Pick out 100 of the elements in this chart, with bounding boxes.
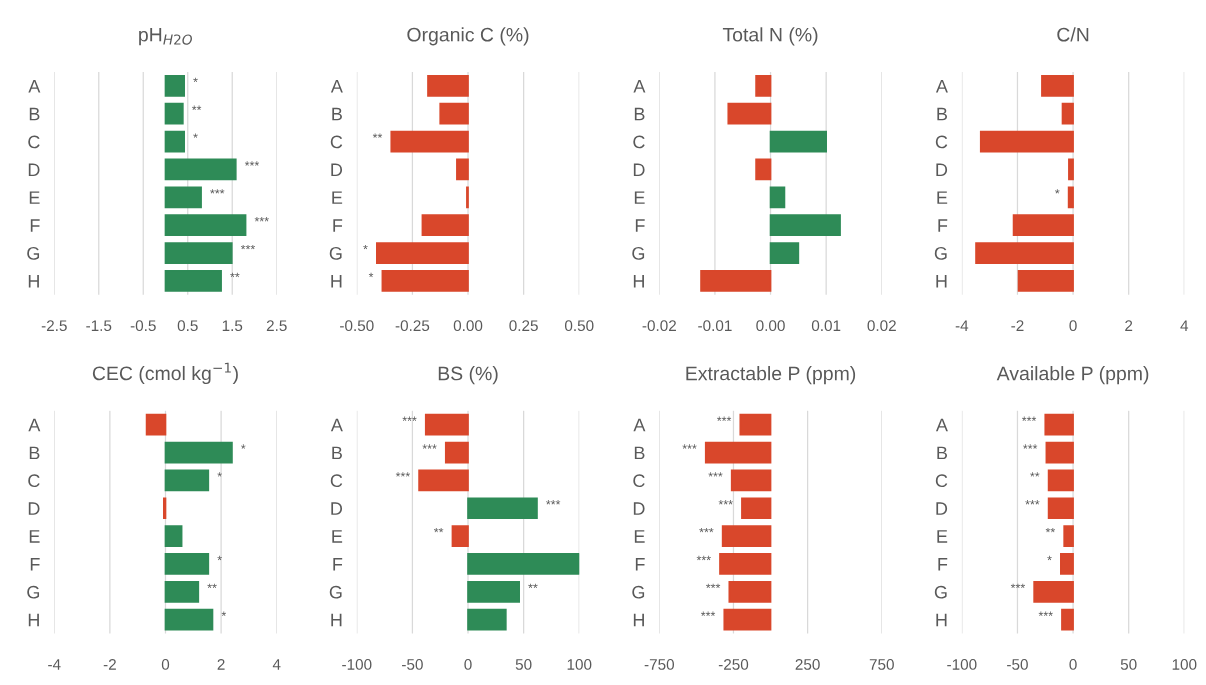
- data-label: **: [1045, 527, 1056, 533]
- data-label: *: [363, 244, 368, 250]
- data-label: ***: [699, 527, 714, 533]
- bar: [700, 270, 772, 292]
- y-tick-label: F: [333, 558, 343, 571]
- y-tick-label: C: [330, 474, 343, 488]
- bar: [424, 413, 469, 436]
- y-tick-label: H: [331, 275, 342, 288]
- bar: [769, 242, 800, 264]
- data-label: **: [528, 583, 538, 589]
- bar: [467, 497, 538, 520]
- x-tick-label: 0.00: [756, 320, 785, 332]
- data-label: *: [1047, 555, 1052, 561]
- bar: [164, 608, 214, 631]
- y-tick-label: H: [28, 613, 39, 627]
- chart-title: C/N: [1057, 27, 1089, 42]
- y-tick-label: E: [29, 191, 40, 204]
- data-label: ***: [422, 444, 437, 449]
- y-tick-label: G: [934, 246, 947, 260]
- bar: [467, 608, 507, 631]
- y-tick-label: A: [28, 79, 41, 93]
- y-tick-label: D: [936, 502, 948, 515]
- y-tick-label: E: [332, 530, 343, 543]
- x-tick-label: 50: [1120, 659, 1137, 670]
- y-tick-label: F: [938, 558, 948, 571]
- y-tick-label: E: [634, 191, 645, 204]
- y-tick-label: C: [935, 135, 948, 149]
- data-label: ***: [402, 416, 417, 421]
- chart-title: CEC (cmol kg$^{−1}$): [92, 362, 238, 385]
- y-tick-label: C: [28, 135, 40, 149]
- y-tick-label: D: [331, 163, 343, 176]
- data-label: ***: [254, 217, 269, 222]
- data-label: *: [368, 272, 374, 278]
- data-label: ***: [1038, 611, 1053, 616]
- y-tick-label: H: [633, 275, 644, 288]
- data-label: *: [193, 133, 198, 138]
- y-tick-label: D: [331, 502, 343, 515]
- x-tick-label: 2: [1125, 320, 1133, 331]
- data-label: ***: [395, 472, 410, 477]
- bar: [727, 102, 772, 125]
- bar: [451, 525, 469, 547]
- y-tick-label: E: [29, 530, 40, 543]
- x-tick-label: -0.02: [642, 320, 676, 332]
- bar: [755, 158, 772, 181]
- data-label: **: [1030, 472, 1040, 477]
- y-tick-label: B: [332, 446, 342, 460]
- y-tick-label: C: [330, 135, 343, 149]
- y-tick-label: E: [332, 191, 343, 204]
- y-tick-label: F: [333, 219, 343, 232]
- data-label: **: [191, 105, 202, 110]
- y-tick-label: C: [633, 135, 645, 149]
- data-label: **: [207, 583, 217, 589]
- x-tick-label: -100: [342, 659, 372, 670]
- x-tick-label: 50: [515, 659, 532, 670]
- x-tick-label: 0: [464, 659, 472, 670]
- x-tick-label: 750: [869, 659, 894, 670]
- y-tick-label: G: [329, 585, 342, 599]
- y-tick-label: B: [29, 107, 40, 121]
- x-tick-label: -4: [48, 659, 61, 670]
- y-tick-label: G: [632, 585, 645, 599]
- bar: [164, 158, 237, 181]
- chart-title: Total N (%): [722, 27, 818, 46]
- y-tick-label: A: [330, 79, 343, 93]
- data-label: **: [372, 133, 383, 138]
- x-tick-label: 4: [1180, 320, 1189, 331]
- y-tick-label: D: [936, 163, 948, 176]
- data-label: **: [434, 527, 444, 533]
- bar: [769, 214, 841, 237]
- x-tick-label: -50: [402, 659, 423, 670]
- bar: [755, 74, 772, 97]
- x-tick-label: 100: [1172, 659, 1197, 670]
- x-tick-label: -1.5: [86, 320, 112, 332]
- data-label: ***: [210, 189, 225, 194]
- x-tick-label: -0.01: [698, 320, 732, 332]
- x-tick-label: -0.25: [395, 320, 430, 332]
- x-tick-label: -0.50: [340, 320, 374, 332]
- y-tick-label: H: [331, 613, 342, 627]
- data-label: *: [221, 611, 227, 616]
- data-label: ***: [1025, 500, 1040, 505]
- y-tick-label: H: [28, 275, 39, 288]
- x-tick-label: -4: [955, 320, 969, 331]
- data-label: ***: [682, 444, 697, 449]
- y-tick-label: C: [28, 474, 40, 488]
- y-tick-label: B: [937, 446, 947, 460]
- bar: [444, 441, 469, 464]
- y-tick-label: B: [332, 107, 342, 121]
- y-tick-label: A: [633, 418, 646, 432]
- data-label: ***: [717, 416, 732, 421]
- y-tick-label: H: [936, 275, 947, 288]
- bar: [164, 553, 210, 575]
- x-tick-label: -100: [947, 659, 977, 670]
- x-tick-label: 4: [272, 659, 281, 670]
- x-tick-label: 2: [217, 659, 225, 670]
- bar: [769, 130, 827, 153]
- data-label: ***: [718, 500, 733, 505]
- x-tick-label: -2.5: [41, 320, 67, 332]
- y-tick-label: D: [28, 163, 40, 176]
- y-tick-label: G: [27, 246, 40, 260]
- bar: [164, 74, 186, 97]
- data-label: ***: [708, 472, 723, 477]
